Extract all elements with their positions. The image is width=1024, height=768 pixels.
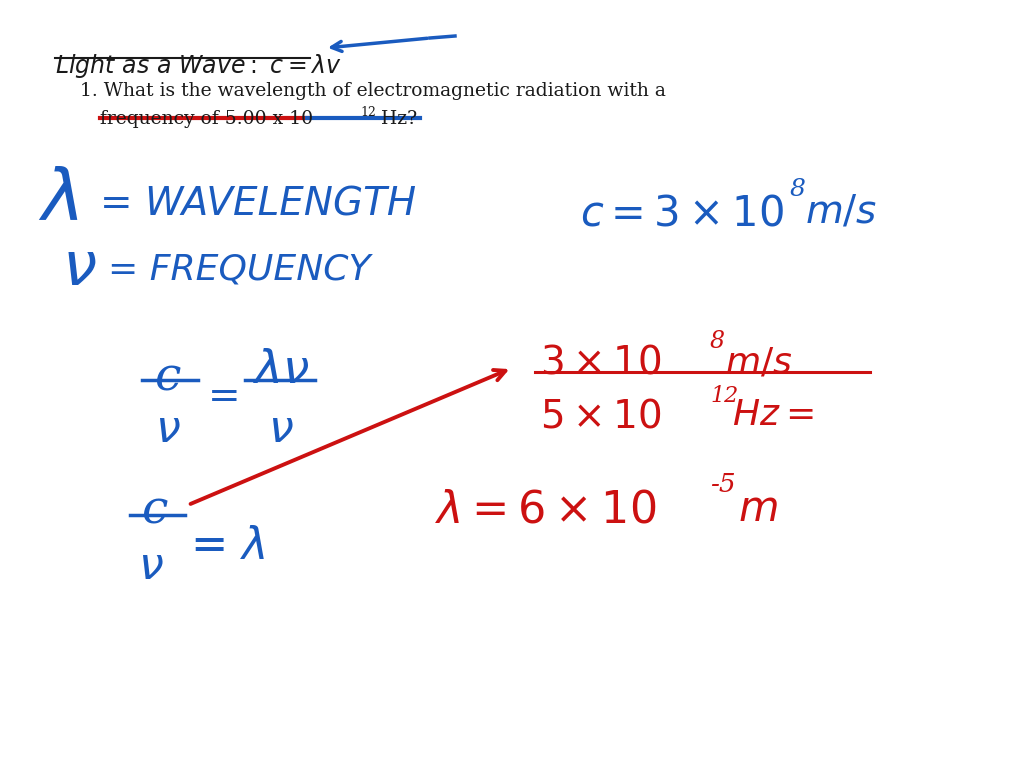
- Text: frequency of 5.00 x 10: frequency of 5.00 x 10: [100, 110, 313, 128]
- Text: $5 \times 10$: $5 \times 10$: [540, 398, 662, 435]
- Text: $m/s$: $m/s$: [805, 193, 878, 230]
- Text: $\lambda = 6 \times 10$: $\lambda = 6 \times 10$: [435, 488, 656, 531]
- Text: = FREQUENCY: = FREQUENCY: [108, 252, 371, 286]
- Text: = WAVELENGTH: = WAVELENGTH: [100, 185, 416, 223]
- Text: -5: -5: [710, 472, 735, 497]
- Text: $m$: $m$: [738, 488, 777, 530]
- Text: c: c: [142, 488, 169, 533]
- Text: $\nu$: $\nu$: [138, 545, 164, 588]
- Text: $\nu$: $\nu$: [155, 408, 181, 451]
- Text: $\nu$: $\nu$: [62, 238, 96, 298]
- Text: 12: 12: [360, 106, 376, 119]
- Text: $\nu$: $\nu$: [268, 408, 294, 451]
- Text: 8: 8: [710, 330, 725, 353]
- Text: $\lambda$: $\lambda$: [38, 165, 79, 236]
- Text: $Hz =$: $Hz =$: [732, 398, 814, 432]
- Text: = $\lambda$: = $\lambda$: [190, 525, 265, 568]
- Text: 8: 8: [790, 178, 806, 201]
- Text: $\lambda\nu$: $\lambda\nu$: [252, 348, 309, 393]
- Text: 1. What is the wavelength of electromagnetic radiation with a: 1. What is the wavelength of electromagn…: [80, 82, 666, 100]
- Text: $m/s$: $m/s$: [725, 345, 793, 379]
- Text: Hz?: Hz?: [375, 110, 417, 128]
- Text: $c = 3 \times 10$: $c = 3 \times 10$: [580, 193, 783, 235]
- Text: c: c: [155, 355, 181, 400]
- Text: 12: 12: [710, 385, 738, 407]
- Text: $3 \times 10$: $3 \times 10$: [540, 345, 662, 382]
- Text: $\it{Light\ as\ a\ Wave:\ c = \lambda v}$: $\it{Light\ as\ a\ Wave:\ c = \lambda v}…: [55, 52, 342, 80]
- Text: =: =: [208, 378, 241, 416]
